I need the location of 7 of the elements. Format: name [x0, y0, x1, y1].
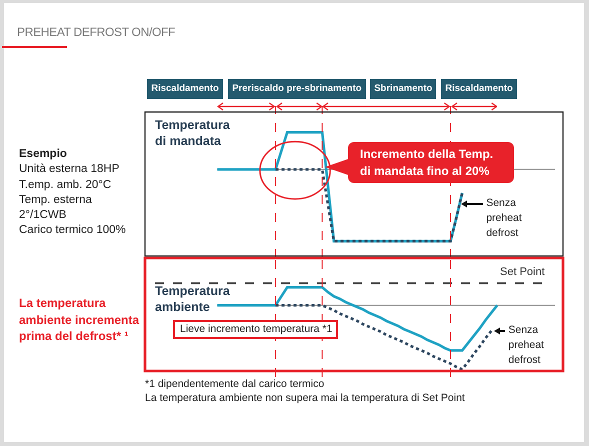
series-label: Senza preheat defrost	[508, 323, 545, 368]
y-axis-title: Temperatura ambiente	[155, 283, 231, 315]
text: La temperatura ambiente incrementa prima del defrost* ¹	[19, 295, 140, 344]
annotation: Lieve incremento temperatura *1	[173, 320, 338, 339]
text: La temperatura ambiente non supera mai la temperatura di Set Point	[145, 391, 465, 405]
ref-line-label: Set Point	[500, 266, 545, 278]
text: *1 dipendentemente dal carico termico	[145, 377, 326, 391]
